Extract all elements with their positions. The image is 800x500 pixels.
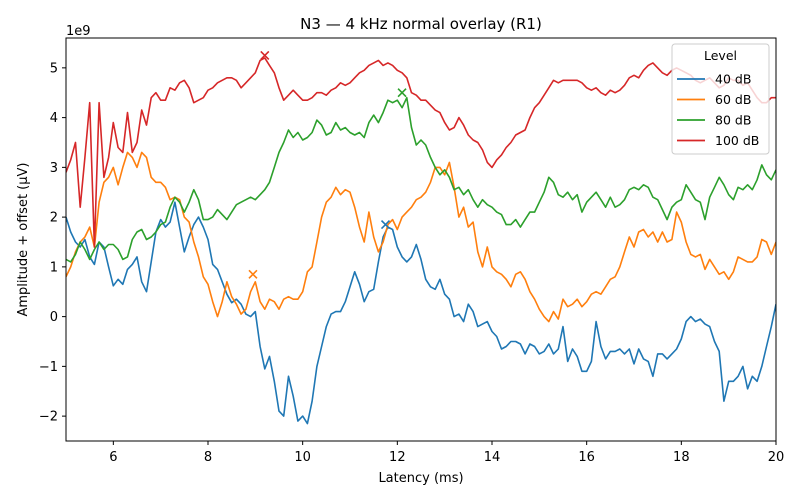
x-tick-label: 20 [768,450,785,465]
x-tick-label: 6 [109,450,117,465]
peak-marker-layer [248,50,407,279]
legend-label-60-db: 60 dB [715,92,751,107]
legend-label-100-db: 100 dB [715,133,759,148]
legend-label-40-db: 40 dB [715,72,751,87]
x-tick-label: 14 [484,450,501,465]
y-tick-label: −2 [39,410,58,425]
x-tick-label: 12 [389,450,406,465]
peak-marker-40-db [380,220,391,230]
x-tick-label: 10 [294,450,311,465]
x-tick-label: 18 [673,450,690,465]
y-axis-label: Amplitude + offset (µV) [16,163,31,317]
y-tick-label: 0 [50,310,58,325]
legend: Level 40 dB 60 dB 80 dB 100 dB [671,43,770,155]
series-layer [66,57,776,425]
y-axis-scale-offset: 1e9 [66,24,91,39]
y-tick-label: 2 [50,211,58,226]
series-line-40-db [66,201,776,425]
peak-marker-60-db [248,269,258,279]
x-axis-ticks: 6 8 10 12 14 16 18 20 [109,441,784,465]
chart-title: N3 — 4 kHz normal overlay (R1) [300,15,542,33]
x-axis-label: Latency (ms) [378,471,463,486]
y-axis-ticks: −2 −1 0 1 2 3 4 5 [39,61,66,425]
x-tick-label: 8 [204,450,212,465]
y-tick-label: 1 [50,260,58,275]
peak-marker-100-db [260,50,270,60]
series-line-60-db [66,151,776,323]
peak-marker-80-db [397,88,407,98]
legend-label-80-db: 80 dB [715,113,751,128]
plot-frame [65,37,777,442]
y-tick-label: 3 [50,161,58,176]
x-tick-label: 16 [578,450,595,465]
legend-title: Level [704,48,737,63]
y-tick-label: −1 [39,360,58,375]
series-line-80-db [66,96,776,263]
y-tick-label: 5 [50,61,58,76]
y-tick-label: 4 [50,111,58,126]
legend-frame [671,43,770,155]
series-line-100-db [66,57,776,248]
